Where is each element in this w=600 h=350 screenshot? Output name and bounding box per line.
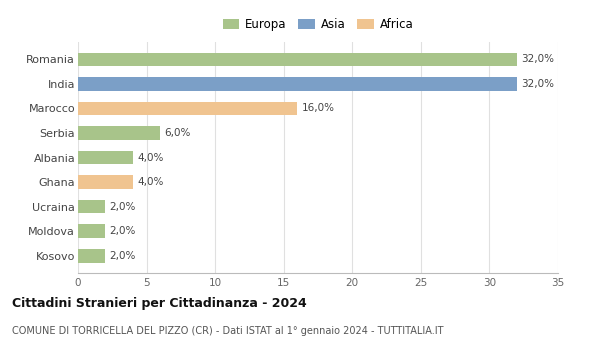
Bar	[78, 249, 106, 262]
Text: 2,0%: 2,0%	[110, 226, 136, 236]
Text: 16,0%: 16,0%	[302, 103, 335, 113]
Text: 4,0%: 4,0%	[137, 153, 163, 162]
Text: 4,0%: 4,0%	[137, 177, 163, 187]
Text: 6,0%: 6,0%	[164, 128, 191, 138]
Bar	[78, 151, 133, 164]
Text: 32,0%: 32,0%	[521, 79, 554, 89]
Legend: Europa, Asia, Africa: Europa, Asia, Africa	[218, 13, 418, 36]
Bar	[78, 77, 517, 91]
Text: 2,0%: 2,0%	[110, 251, 136, 261]
Bar	[78, 224, 106, 238]
Bar	[78, 175, 133, 189]
Text: Cittadini Stranieri per Cittadinanza - 2024: Cittadini Stranieri per Cittadinanza - 2…	[12, 298, 307, 310]
Text: 2,0%: 2,0%	[110, 202, 136, 212]
Bar	[78, 126, 160, 140]
Bar	[78, 200, 106, 214]
Bar	[78, 102, 298, 115]
Bar	[78, 52, 517, 66]
Text: COMUNE DI TORRICELLA DEL PIZZO (CR) - Dati ISTAT al 1° gennaio 2024 - TUTTITALIA: COMUNE DI TORRICELLA DEL PIZZO (CR) - Da…	[12, 326, 443, 336]
Text: 32,0%: 32,0%	[521, 54, 554, 64]
